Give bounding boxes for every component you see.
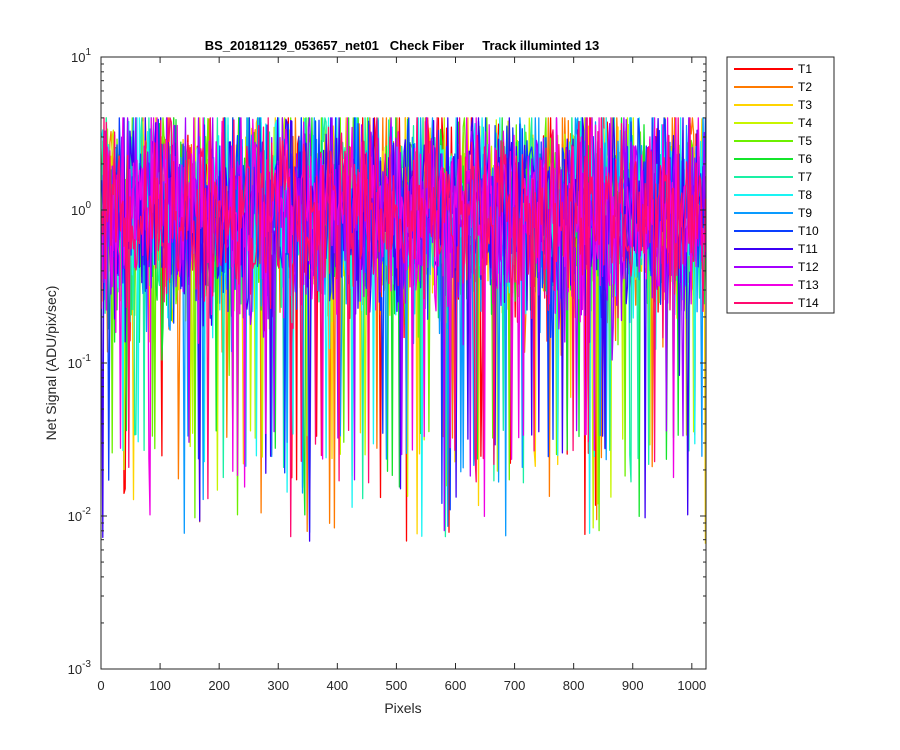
y-tick-label: 100 bbox=[71, 200, 91, 218]
x-axis-label: Pixels bbox=[384, 700, 421, 716]
x-tick-label: 800 bbox=[563, 678, 585, 693]
x-tick-label: 400 bbox=[326, 678, 348, 693]
legend-label-t10: T10 bbox=[798, 224, 819, 238]
chart-title: BS_20181129_053657_net01 Check Fiber Tra… bbox=[205, 38, 600, 53]
legend-label-t2: T2 bbox=[798, 80, 812, 94]
y-axis-ticks: 101 100 10-1 10-2 10-3 bbox=[68, 47, 706, 677]
legend-box bbox=[726, 56, 835, 314]
legend-label-t1: T1 bbox=[798, 62, 812, 76]
x-tick-label: 600 bbox=[445, 678, 467, 693]
x-tick-label: 300 bbox=[267, 678, 289, 693]
x-tick-label: 100 bbox=[149, 678, 171, 693]
y-tick-label: 101 bbox=[71, 47, 91, 65]
x-tick-label: 700 bbox=[504, 678, 526, 693]
y-tick-label: 10-2 bbox=[68, 506, 92, 524]
legend-label-t11: T11 bbox=[798, 242, 818, 256]
x-tick-label: 500 bbox=[386, 678, 408, 693]
series-layer bbox=[100, 117, 707, 544]
series-line-t14 bbox=[100, 117, 707, 538]
y-tick-label: 10-3 bbox=[68, 659, 92, 677]
x-axis-ticks: 0 100 200 300 400 500 600 700 800 900 1000 bbox=[97, 57, 706, 693]
legend-label-t4: T4 bbox=[798, 116, 812, 130]
legend-label-t14: T14 bbox=[798, 296, 819, 310]
x-tick-label: 900 bbox=[622, 678, 644, 693]
y-tick-label: 10-1 bbox=[68, 353, 92, 371]
x-tick-label: 0 bbox=[97, 678, 104, 693]
y-axis-label: Net Signal (ADU/pix/sec) bbox=[43, 286, 59, 441]
legend: T1 T2 T3 T4 T5 T6 T7 T8 T9 T10 T11 T12 T13 T14 bbox=[726, 56, 835, 314]
x-tick-label: 1000 bbox=[677, 678, 706, 693]
legend-label-t7: T7 bbox=[798, 170, 812, 184]
series-line-t11 bbox=[100, 117, 707, 542]
legend-label-t8: T8 bbox=[798, 188, 812, 202]
legend-label-t6: T6 bbox=[798, 152, 812, 166]
legend-label-t3: T3 bbox=[798, 98, 812, 112]
x-tick-label: 200 bbox=[208, 678, 230, 693]
legend-label-t5: T5 bbox=[798, 134, 812, 148]
legend-label-t13: T13 bbox=[798, 278, 819, 292]
legend-label-t9: T9 bbox=[798, 206, 812, 220]
legend-label-t12: T12 bbox=[798, 260, 819, 274]
